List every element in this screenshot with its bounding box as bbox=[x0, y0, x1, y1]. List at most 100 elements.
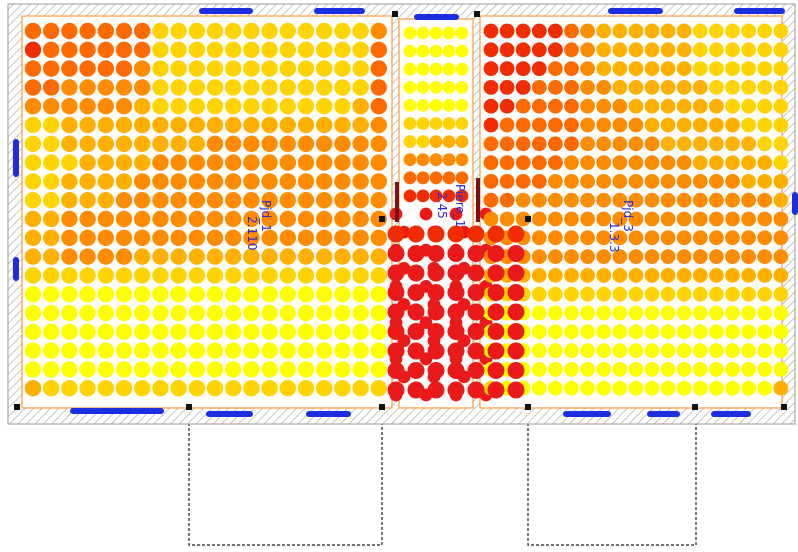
heat-dot bbox=[416, 153, 430, 167]
heat-dot bbox=[483, 117, 499, 133]
heat-dot bbox=[225, 286, 242, 303]
heat-dot bbox=[297, 361, 315, 378]
heat-dot bbox=[741, 343, 756, 358]
heat-dot bbox=[709, 192, 724, 208]
heat-dot bbox=[24, 229, 42, 246]
heat-dot bbox=[297, 41, 315, 58]
heat-dot bbox=[134, 60, 151, 77]
heat-dot bbox=[644, 98, 660, 114]
heat-dot bbox=[279, 304, 296, 322]
heat-dot bbox=[692, 286, 708, 302]
heat-dot bbox=[24, 98, 42, 115]
heat-dot bbox=[206, 173, 224, 190]
heat-dot bbox=[442, 62, 456, 76]
heat-dot bbox=[447, 264, 465, 282]
heat-dot bbox=[152, 60, 169, 77]
heat-dot bbox=[548, 249, 563, 264]
heat-dot bbox=[429, 117, 443, 130]
heat-dot bbox=[429, 171, 443, 185]
heat-dot bbox=[334, 323, 351, 340]
heat-dot bbox=[725, 268, 740, 283]
heat-dot bbox=[548, 324, 563, 340]
heat-dot bbox=[243, 41, 260, 58]
heat-dot bbox=[531, 192, 547, 208]
heat-dot bbox=[548, 362, 563, 377]
heat-dot bbox=[352, 304, 369, 322]
heat-dot bbox=[644, 117, 660, 133]
heat-dot bbox=[370, 342, 387, 359]
heat-dot bbox=[487, 264, 505, 282]
heat-dot bbox=[403, 62, 417, 76]
heat-dot bbox=[455, 26, 469, 40]
heat-dot bbox=[297, 248, 315, 265]
heat-dot bbox=[709, 362, 724, 377]
heat-dot bbox=[279, 361, 296, 378]
heat-dot bbox=[261, 323, 278, 340]
heat-dot bbox=[403, 153, 417, 167]
heat-dot bbox=[334, 304, 351, 322]
heat-dot bbox=[334, 116, 351, 134]
heat-dot bbox=[188, 304, 205, 322]
heat-dot bbox=[370, 361, 387, 378]
heat-dot bbox=[660, 42, 676, 58]
heat-dot bbox=[757, 61, 773, 76]
heat-dot bbox=[773, 174, 789, 189]
heat-dot bbox=[499, 61, 515, 76]
heat-dot bbox=[316, 267, 333, 284]
heat-dot bbox=[134, 323, 151, 340]
heat-dot bbox=[741, 362, 756, 377]
node bbox=[474, 11, 480, 17]
heat-dot bbox=[580, 80, 595, 95]
heat-dot bbox=[97, 173, 115, 190]
heat-dot bbox=[507, 245, 525, 262]
heat-dot bbox=[660, 305, 676, 321]
heat-dot bbox=[79, 41, 96, 58]
heat-dot bbox=[279, 229, 296, 246]
heat-dot bbox=[61, 192, 78, 209]
heat-dot bbox=[531, 136, 547, 152]
heat-dot bbox=[352, 210, 369, 228]
heat-dot bbox=[676, 268, 692, 283]
heat-dot bbox=[79, 323, 96, 340]
heat-dot bbox=[757, 343, 773, 358]
heat-dot bbox=[225, 173, 242, 190]
heat-dot bbox=[97, 229, 115, 246]
heat-dot bbox=[531, 343, 547, 358]
heat-dot bbox=[429, 99, 443, 112]
heat-dot bbox=[660, 136, 676, 152]
heat-dot bbox=[334, 286, 351, 303]
heat-dot bbox=[442, 117, 456, 130]
heat-dot bbox=[416, 80, 430, 94]
node bbox=[379, 404, 385, 410]
heat-dot bbox=[61, 248, 78, 265]
heat-dot bbox=[483, 211, 499, 227]
heat-dot bbox=[188, 116, 205, 134]
heat-dot bbox=[370, 304, 387, 322]
heat-dot bbox=[596, 136, 612, 152]
heat-dot bbox=[757, 362, 773, 377]
heat-dot bbox=[115, 116, 133, 134]
heat-dot bbox=[725, 343, 740, 358]
heat-dot bbox=[612, 324, 628, 340]
heat-dot bbox=[531, 211, 547, 227]
heat-dot bbox=[279, 116, 296, 134]
heat-dot bbox=[644, 80, 660, 95]
heat-dot bbox=[370, 248, 387, 265]
heat-dot bbox=[188, 192, 205, 209]
heat-dot bbox=[709, 230, 724, 246]
heat-dot bbox=[188, 210, 205, 228]
heat-dot bbox=[206, 135, 224, 152]
heat-dot bbox=[316, 60, 333, 77]
heat-dot bbox=[455, 44, 469, 58]
heat-dot bbox=[499, 80, 515, 95]
heat-dot bbox=[352, 192, 369, 209]
heat-dot bbox=[43, 286, 60, 303]
node bbox=[392, 11, 398, 17]
heat-dot bbox=[134, 41, 151, 58]
heat-dot bbox=[564, 61, 579, 76]
heat-dot bbox=[387, 323, 405, 340]
heat-dot bbox=[644, 268, 660, 283]
heat-dot bbox=[676, 249, 692, 264]
heat-dot bbox=[297, 116, 315, 134]
heat-dot bbox=[757, 117, 773, 133]
